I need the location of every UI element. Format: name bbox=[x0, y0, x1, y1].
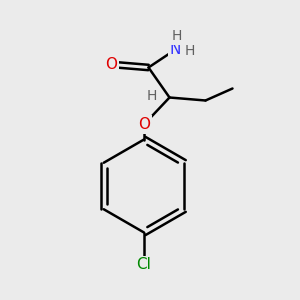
Text: H: H bbox=[185, 44, 195, 58]
Text: H: H bbox=[146, 89, 157, 103]
Text: O: O bbox=[138, 117, 150, 132]
Text: O: O bbox=[105, 57, 117, 72]
Text: N: N bbox=[170, 42, 181, 57]
Text: H: H bbox=[172, 29, 182, 43]
Text: Cl: Cl bbox=[136, 257, 152, 272]
